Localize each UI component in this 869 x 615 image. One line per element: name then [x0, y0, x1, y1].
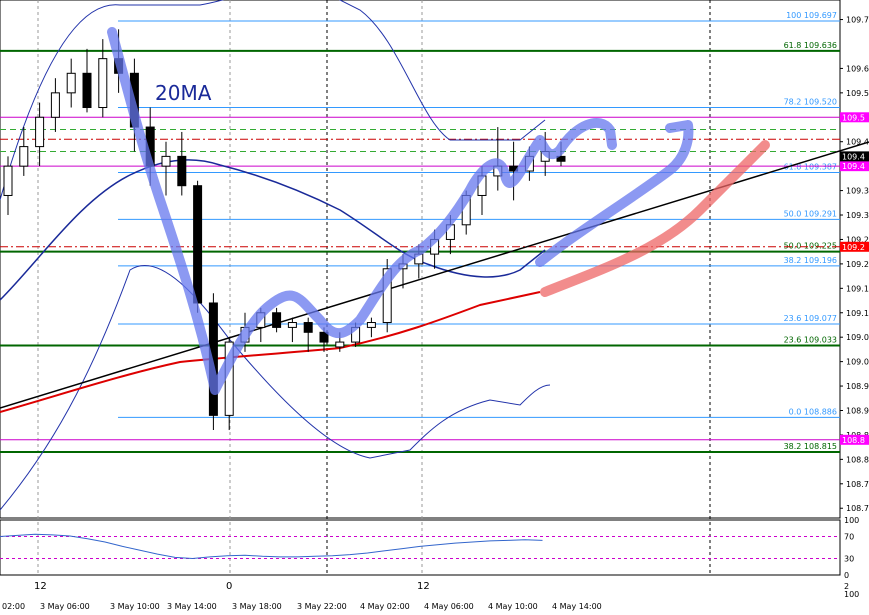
fibo-level-label: 78.2 109.520	[784, 98, 837, 107]
bollinger-lower-band	[0, 264, 551, 511]
candle-body	[319, 331, 329, 343]
price-marker-box	[840, 434, 869, 445]
price-tick-label: 109.05	[846, 333, 869, 342]
day-axis-label: 12	[417, 581, 430, 592]
price-marker-label: 109.4	[842, 162, 865, 171]
candle-body	[50, 92, 60, 118]
price-tick-label: 108.80	[846, 455, 869, 464]
price-marker-box	[840, 161, 869, 172]
candle-body	[287, 322, 297, 328]
candle-body	[35, 116, 45, 148]
time-axis-label: 3 May 22:00	[297, 602, 347, 611]
candle-body	[66, 72, 76, 94]
hand-drawn-lower-channel	[540, 140, 770, 297]
price-marker-label: 108.8	[842, 436, 865, 445]
price-tick-label: 109.00	[846, 358, 869, 367]
price-tick-label: 109.20	[846, 260, 869, 269]
price-tick-label: 109.30	[846, 211, 869, 220]
candle-body	[335, 341, 345, 348]
candle-body	[161, 155, 171, 167]
price-tick-label: 109.55	[846, 89, 869, 98]
candle-body	[382, 268, 392, 324]
candle-body	[303, 322, 313, 333]
price-marker-box	[840, 112, 869, 123]
fibo-level-label: 38.2 108.815	[784, 442, 837, 451]
price-marker-label: 109.5	[842, 113, 865, 122]
current-price-label: 109.4	[842, 152, 865, 161]
time-axis-label: 02:00	[2, 602, 25, 611]
fibo-level-label: 23.6 109.033	[784, 335, 837, 344]
time-axis-label: 4 May 06:00	[424, 602, 474, 611]
indicator-line	[0, 533, 543, 560]
price-tick-label: 108.90	[846, 406, 869, 415]
fibo-level-label: 23.6 109.077	[784, 314, 837, 323]
moving-average-red	[0, 291, 541, 413]
time-axis-label: 3 May 18:00	[232, 602, 282, 611]
candle-body	[193, 185, 203, 304]
fibo-level-label: 61.8 109.387	[784, 163, 837, 172]
candle-body	[98, 58, 108, 109]
candle-body	[19, 146, 29, 167]
fibo-level-label: 50.0 109.291	[784, 209, 837, 218]
bottom-scale-bottom: 100	[844, 590, 859, 599]
price-tick-label: 109.15	[846, 284, 869, 293]
price-tick-label: 108.95	[846, 382, 869, 391]
time-axis-label: 4 May 14:00	[552, 602, 602, 611]
hand-drawn-price-path	[107, 27, 617, 395]
candle-body	[3, 165, 13, 196]
price-tick-label: 109.45	[846, 138, 869, 147]
price-marker-box	[840, 241, 869, 252]
candle-body	[177, 155, 187, 187]
candle-body	[82, 72, 92, 109]
fibo-level-label: 61.8 109.636	[784, 41, 837, 50]
price-tick-label: 108.70	[846, 504, 869, 513]
price-panel-frame	[0, 0, 841, 519]
annotation-20ma: 20MA	[155, 81, 212, 105]
time-axis-label: 3 May 14:00	[167, 602, 217, 611]
time-axis-label: 3 May 06:00	[40, 602, 90, 611]
price-tick-label: 109.10	[846, 309, 869, 318]
bottom-scale-top: 2	[844, 582, 849, 591]
indicator-tick-label: 0	[844, 571, 849, 580]
candle-body	[366, 322, 376, 328]
price-marker-label: 109.2	[842, 243, 865, 252]
price-tick-label: 109.60	[846, 64, 869, 73]
fibo-level-label: 38.2 109.196	[784, 256, 837, 265]
price-tick-label: 108.75	[846, 480, 869, 489]
time-axis-label: 4 May 10:00	[488, 602, 538, 611]
candle-body	[556, 155, 566, 162]
fibo-level-label: 50.0 109.225	[784, 242, 837, 251]
time-axis-label: 4 May 02:00	[360, 602, 410, 611]
time-axis-label: 3 May 10:00	[110, 602, 160, 611]
candle-body	[272, 312, 282, 328]
bollinger-upper-band	[0, 0, 546, 201]
current-price-box	[840, 151, 869, 162]
indicator-tick-label: 30	[844, 555, 854, 564]
hand-drawn-upper-channel	[535, 120, 694, 267]
price-tick-label: 109.25	[846, 235, 869, 244]
price-tick-label: 109.35	[846, 187, 869, 196]
fibo-level-label: 100 109.697	[786, 11, 837, 20]
indicator-tick-label: 70	[844, 533, 854, 542]
moving-average-20	[0, 159, 546, 301]
fibo-level-label: 0.0 108.886	[789, 407, 837, 416]
day-axis-label: 12	[34, 581, 47, 592]
indicator-panel-frame	[0, 519, 841, 576]
day-axis-label: 0	[226, 581, 232, 592]
indicator-tick-label: 100	[844, 516, 859, 525]
price-tick-label: 109.70	[846, 16, 869, 25]
